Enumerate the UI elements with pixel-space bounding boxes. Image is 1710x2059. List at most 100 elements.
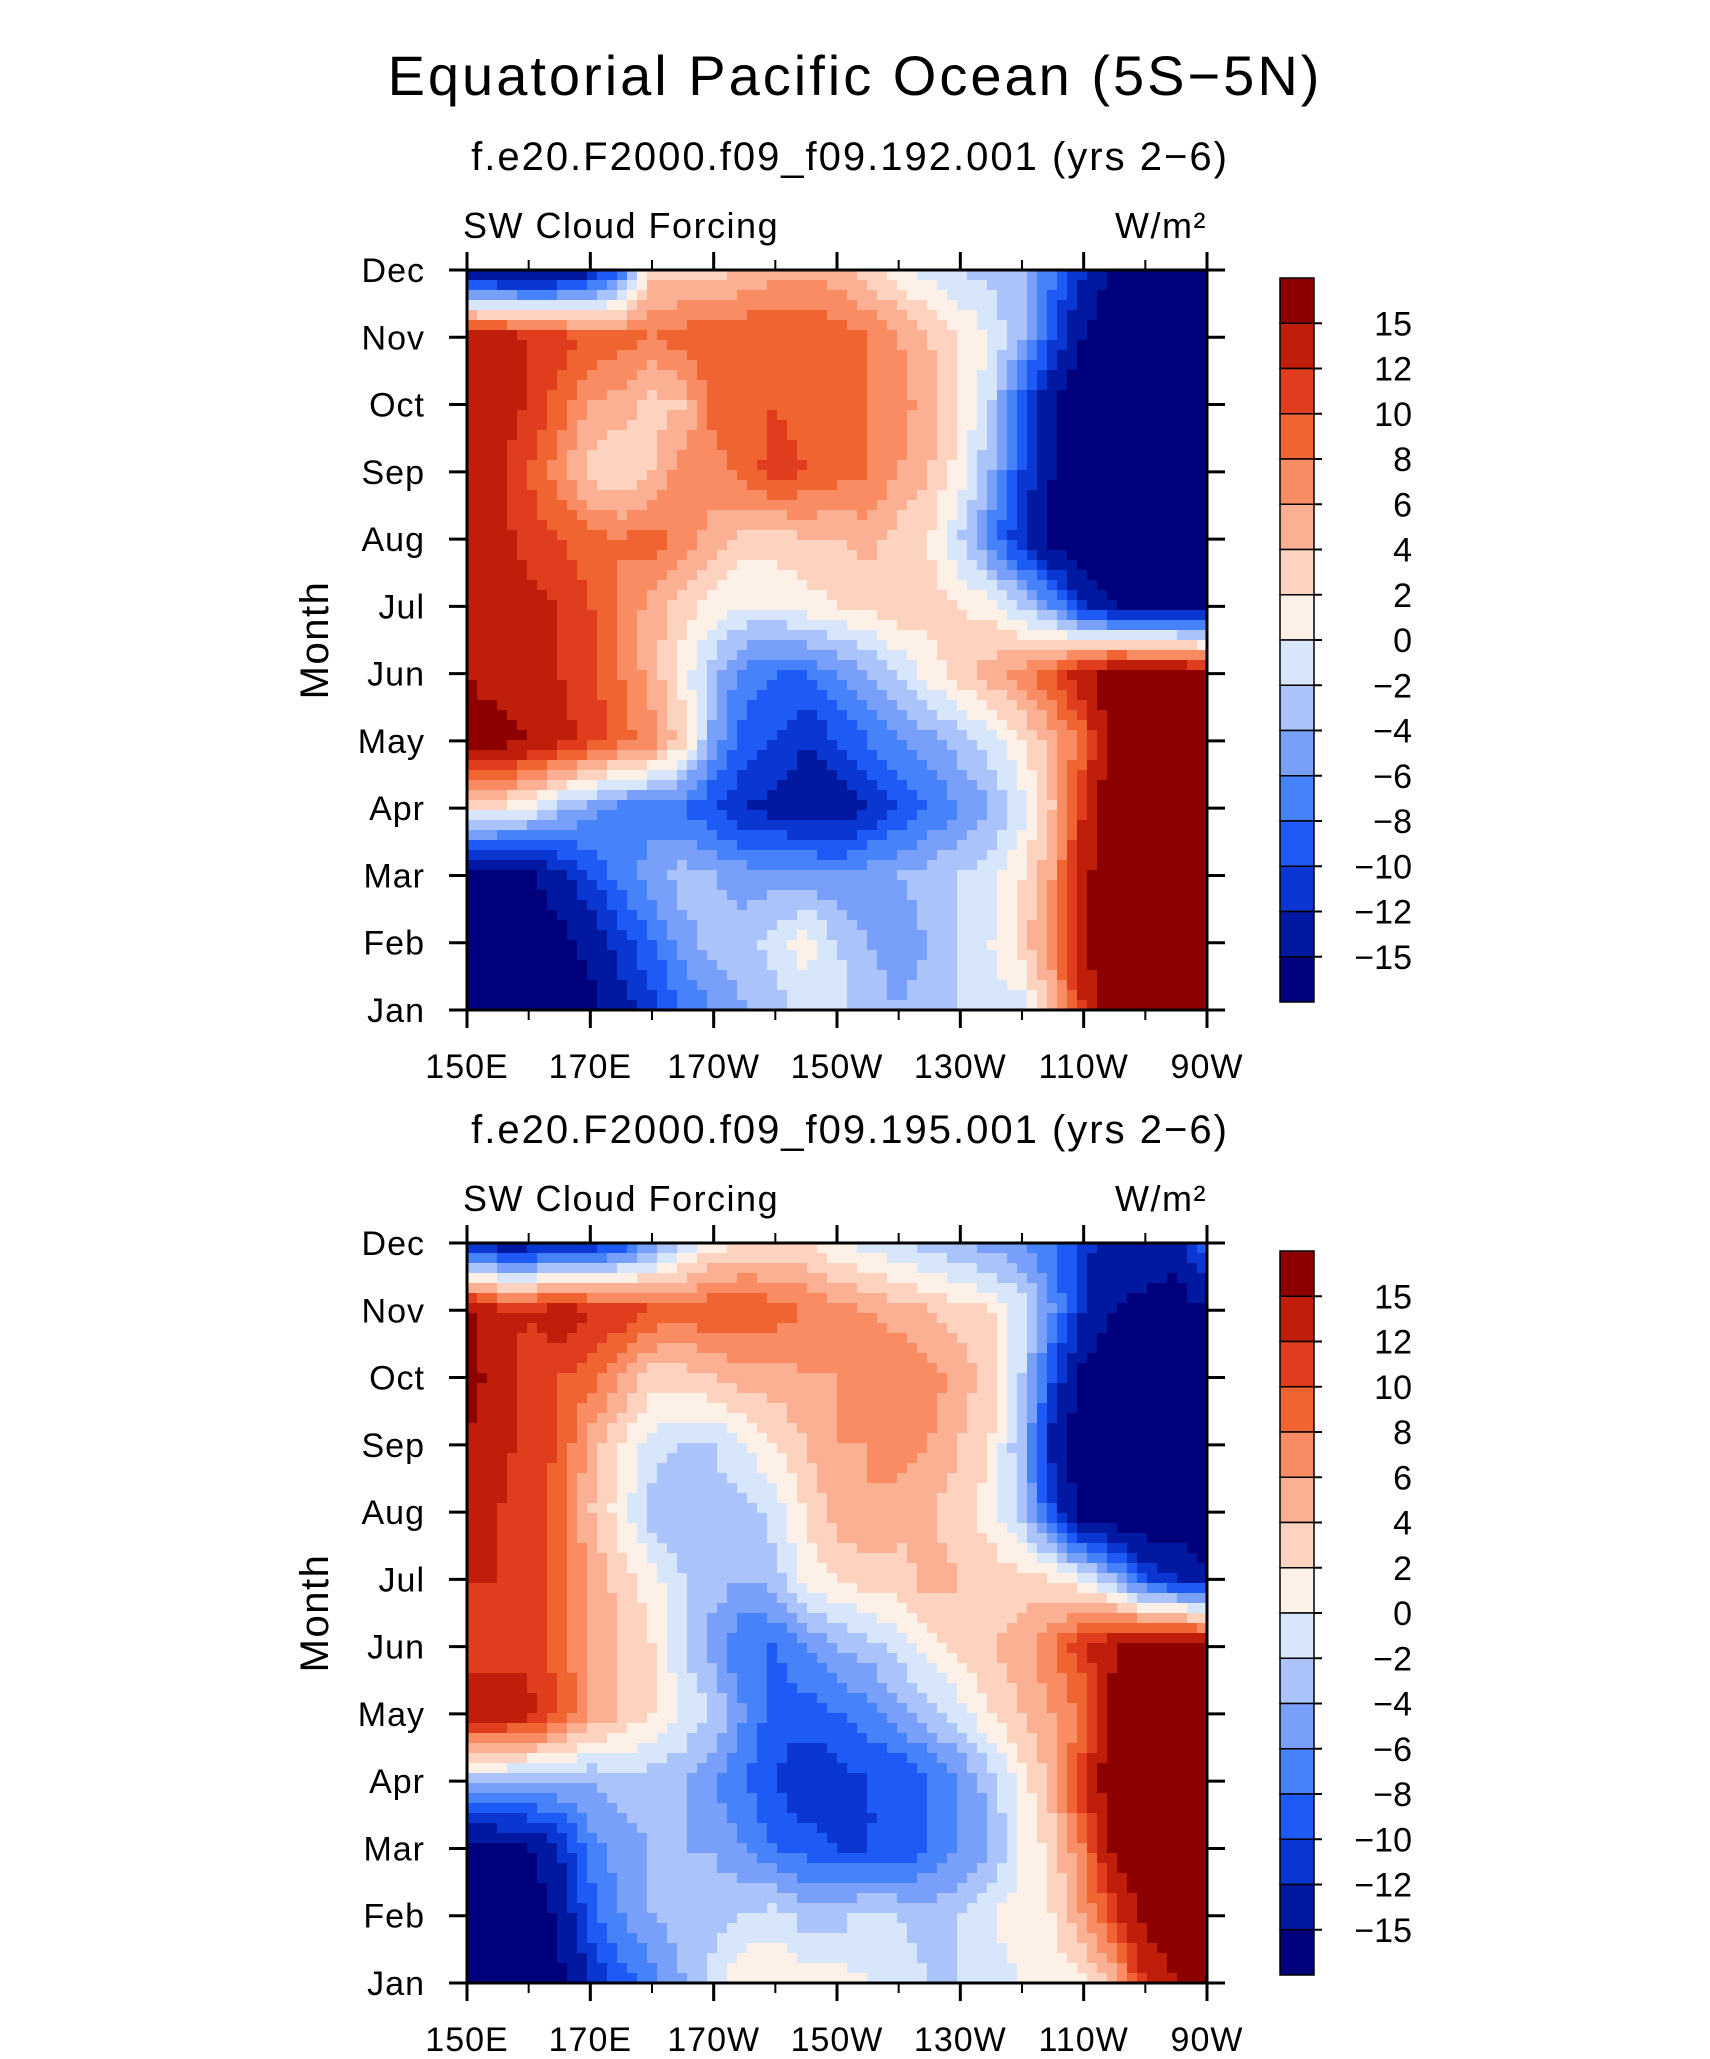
heatmap-cell [1037, 860, 1048, 871]
heatmap-cell [1077, 790, 1088, 801]
heatmap-cell [1107, 700, 1118, 711]
heatmap-cell [1157, 360, 1168, 371]
heatmap-cell [1147, 350, 1158, 361]
heatmap-cell [557, 290, 568, 301]
heatmap-cell [597, 570, 608, 581]
heatmap-cell [1157, 510, 1168, 521]
heatmap-cell [687, 580, 698, 591]
heatmap-cell [887, 350, 898, 361]
heatmap-cell [837, 280, 848, 291]
heatmap-cell [1167, 270, 1178, 281]
heatmap-cell [487, 570, 498, 581]
heatmap-cell [1177, 280, 1188, 291]
heatmap-cell [937, 280, 948, 291]
heatmap-cell [657, 850, 668, 861]
heatmap-cell [647, 720, 658, 731]
heatmap-cell [717, 740, 728, 751]
heatmap-cell [557, 920, 568, 931]
heatmap-cell [627, 700, 638, 711]
heatmap-cell [477, 640, 488, 651]
heatmap-cell [897, 330, 908, 341]
heatmap-cell [1017, 690, 1028, 701]
heatmap-cell [637, 350, 648, 361]
heatmap-cell [637, 900, 648, 911]
heatmap-cell [567, 790, 578, 801]
heatmap-cell [657, 770, 668, 781]
heatmap-cell [1197, 360, 1208, 371]
heatmap-cell [517, 390, 528, 401]
heatmap-cell [707, 820, 718, 831]
heatmap-cell [917, 860, 928, 871]
heatmap-cell [657, 710, 668, 721]
heatmap-cell [697, 320, 708, 331]
heatmap-cell [1087, 480, 1098, 491]
heatmap-cell [817, 630, 828, 641]
heatmap-cell [997, 390, 1008, 401]
heatmap-cell [697, 460, 708, 471]
heatmap-cell [857, 720, 868, 731]
heatmap-cell [597, 540, 608, 551]
heatmap-cell [717, 870, 728, 881]
heatmap-cell [867, 630, 878, 641]
heatmap-cell [1057, 520, 1068, 531]
heatmap-cell [1147, 270, 1158, 281]
heatmap-cell [1087, 830, 1098, 841]
heatmap-cell [907, 400, 918, 411]
heatmap-cell [1157, 930, 1168, 941]
heatmap-cell [467, 810, 478, 821]
heatmap-cell [797, 400, 808, 411]
heatmap-cell [1077, 680, 1088, 691]
heatmap-cell [1007, 880, 1018, 891]
heatmap-cell [907, 630, 918, 641]
heatmap-cell [1117, 380, 1128, 391]
heatmap-cell [757, 300, 768, 311]
heatmap-cell [1057, 890, 1068, 901]
heatmap-cell [847, 510, 858, 521]
heatmap-cell [587, 540, 598, 551]
heatmap-cell [497, 590, 508, 601]
heatmap-cell [527, 700, 538, 711]
heatmap-cell [897, 900, 908, 911]
heatmap-cell [1187, 530, 1198, 541]
heatmap-cell [727, 870, 738, 881]
heatmap-cell [1027, 530, 1038, 541]
heatmap-cell [967, 850, 978, 861]
heatmap-cell [1177, 470, 1188, 481]
heatmap-cell [527, 320, 538, 331]
heatmap-cell [807, 390, 818, 401]
heatmap-cell [777, 790, 788, 801]
heatmap-cell [1127, 860, 1138, 871]
heatmap-cell [787, 820, 798, 831]
heatmap-cell [797, 790, 808, 801]
heatmap-cell [877, 630, 888, 641]
heatmap-cell [587, 800, 598, 811]
heatmap-cell [617, 860, 628, 871]
heatmap-cell [927, 540, 938, 551]
heatmap-cell [877, 640, 888, 651]
heatmap-cell [1137, 920, 1148, 931]
heatmap-cell [1127, 500, 1138, 511]
heatmap-cell [857, 910, 868, 921]
heatmap-cell [1097, 930, 1108, 941]
heatmap-cell [947, 500, 958, 511]
heatmap-cell [567, 300, 578, 311]
heatmap-cell [737, 670, 748, 681]
heatmap-cell [617, 300, 628, 311]
heatmap-cell [957, 430, 968, 441]
heatmap-cell [837, 580, 848, 591]
heatmap-cell [1157, 600, 1168, 611]
heatmap-cell [1187, 380, 1198, 391]
heatmap-cell [1067, 710, 1078, 721]
heatmap-cell [617, 750, 628, 761]
heatmap-cell [687, 560, 698, 571]
heatmap-cell [857, 510, 868, 521]
heatmap-cell [777, 580, 788, 591]
heatmap-cell [487, 420, 498, 431]
heatmap-cell [647, 420, 658, 431]
heatmap-cell [577, 640, 588, 651]
heatmap-cell [1007, 450, 1018, 461]
heatmap-cell [1117, 330, 1128, 341]
heatmap-cell [507, 630, 518, 641]
heatmap-cell [587, 700, 598, 711]
heatmap-cell [917, 360, 928, 371]
